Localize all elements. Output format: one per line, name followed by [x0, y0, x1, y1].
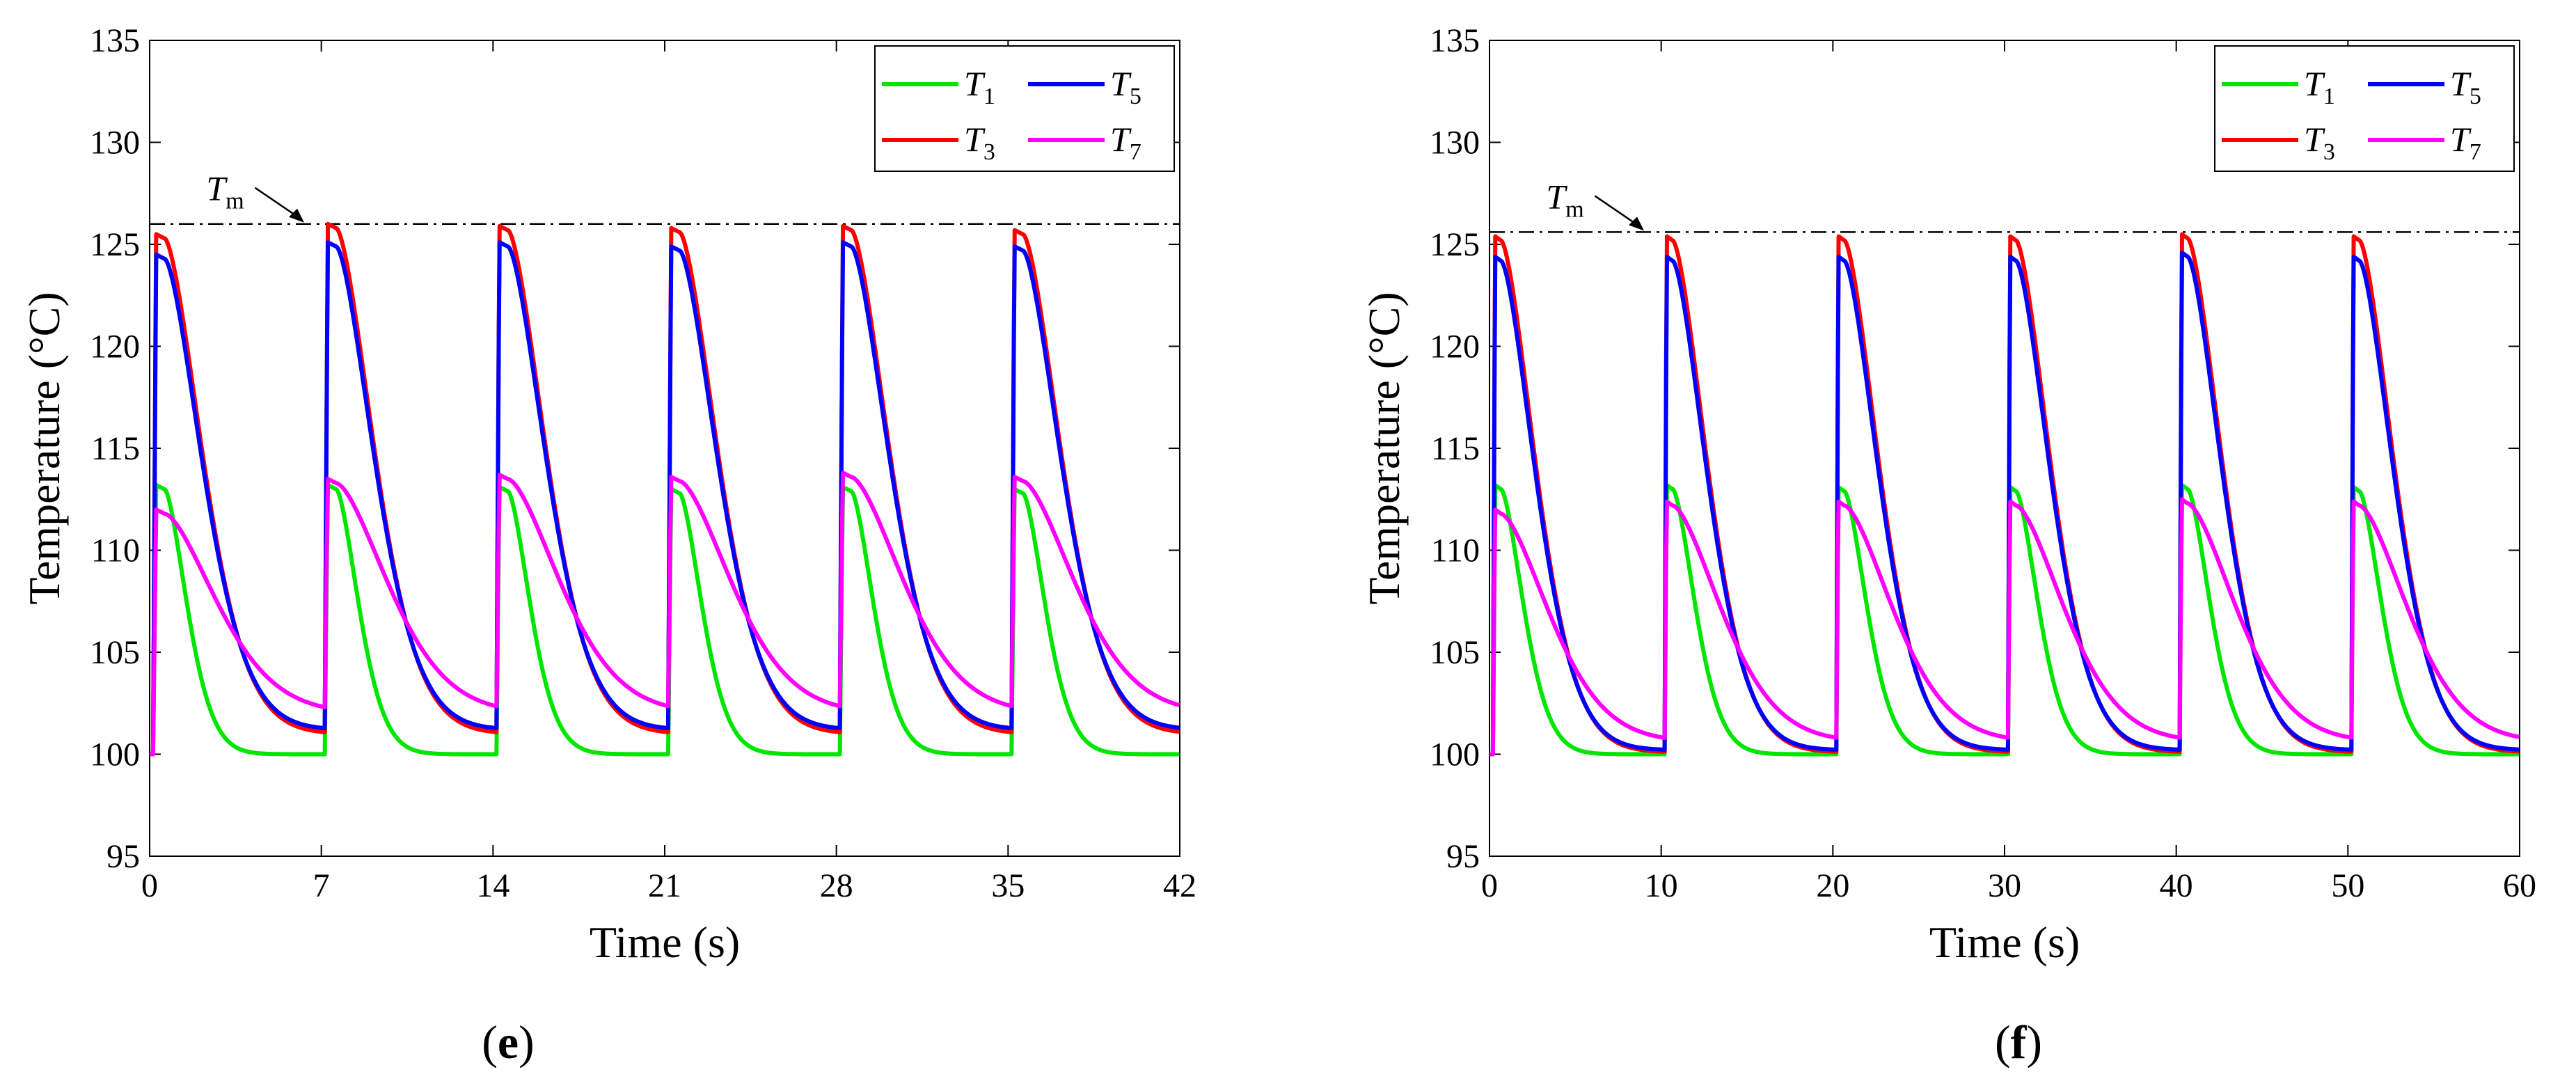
- x-axis-label: Time (s): [1929, 917, 2080, 967]
- x-tick-label: 20: [1816, 867, 1849, 904]
- x-tick-label: 7: [313, 867, 330, 904]
- series-line-t5: [150, 240, 1180, 757]
- x-axis-label: Time (s): [590, 917, 740, 967]
- y-tick-label: 125: [90, 226, 140, 263]
- y-tick-label: 110: [91, 533, 140, 569]
- y-tick-label: 130: [90, 125, 140, 161]
- series-line-t3: [1490, 232, 2520, 757]
- chart-panel-e: 95 100 105 110 115 120 125 130 135 0 7 14 21 28 35 42 Ti…: [19, 22, 1196, 1069]
- x-tick-label: 21: [648, 867, 681, 904]
- legend-label-t3: T3: [964, 120, 995, 165]
- y-tick-label: 125: [1430, 226, 1480, 263]
- series-line-t3: [150, 221, 1180, 757]
- reference-line-label: Tm: [206, 169, 244, 214]
- y-tick-label: 120: [1430, 329, 1480, 365]
- panel-label: (f): [1995, 1016, 2042, 1069]
- y-tick-label: 115: [1431, 430, 1480, 467]
- reference-arrow: [1594, 195, 1641, 228]
- legend: T1 T5 T3 T7: [874, 45, 1175, 172]
- y-tick-label: 110: [1431, 533, 1480, 569]
- y-tick-label: 100: [1430, 736, 1480, 773]
- series-group: [150, 221, 1180, 757]
- reference-arrow-head: [289, 208, 304, 223]
- x-tick-label: 28: [820, 867, 853, 904]
- x-tick-label: 0: [1481, 867, 1498, 904]
- y-tick-label: 135: [1430, 22, 1480, 59]
- legend-label-t7: T7: [1110, 120, 1141, 165]
- chart-panel-f: 95 100 105 110 115 120 125 130 135 0 10 20 30 40 50 60 T…: [1359, 22, 2536, 1069]
- x-tick-label: 10: [1645, 867, 1678, 904]
- legend-label-t1: T1: [964, 64, 995, 109]
- series-line-t1: [1490, 483, 2520, 757]
- legend-box: [2214, 45, 2515, 172]
- y-axis-label: Temperature (°C): [1359, 292, 1409, 604]
- series-line-t1: [150, 482, 1180, 757]
- y-tick-label: 115: [91, 430, 140, 467]
- legend-label-t5: T5: [1110, 64, 1141, 109]
- series-line-t5: [1490, 251, 2520, 757]
- y-tick-label: 95: [106, 838, 140, 875]
- series-line-t7: [150, 471, 1180, 757]
- legend: T1 T5 T3 T7: [2214, 45, 2515, 172]
- x-tick-label: 50: [2331, 867, 2364, 904]
- panel-label-letter: e: [498, 1016, 519, 1069]
- x-tick-label: 35: [991, 867, 1025, 904]
- legend-label-t5: T5: [2450, 64, 2481, 109]
- legend-box: [874, 45, 1175, 172]
- y-tick-label: 120: [90, 329, 140, 365]
- legend-label-t3: T3: [2304, 120, 2335, 165]
- x-tick-label: 30: [1988, 867, 2021, 904]
- y-tick-label: 105: [90, 634, 140, 671]
- x-tick-label: 0: [141, 867, 158, 904]
- legend-label-t1: T1: [2304, 64, 2335, 109]
- reference-line-label: Tm: [1546, 177, 1583, 222]
- reference-arrow: [254, 187, 301, 219]
- y-tick-label: 130: [1430, 125, 1480, 161]
- panel-label-letter: f: [2011, 1016, 2028, 1069]
- y-tick-label: 95: [1446, 838, 1480, 875]
- panel-label: (e): [482, 1016, 535, 1069]
- series-line-t7: [1490, 497, 2520, 757]
- y-axis-label: Temperature (°C): [19, 292, 69, 604]
- y-tick-label: 105: [1430, 634, 1480, 671]
- y-tick-label: 100: [90, 736, 140, 773]
- x-tick-label: 42: [1163, 867, 1196, 904]
- x-tick-label: 60: [2503, 867, 2536, 904]
- series-group: [1490, 232, 2520, 757]
- x-tick-label: 14: [476, 867, 509, 904]
- legend-label-t7: T7: [2450, 120, 2481, 165]
- y-tick-label: 135: [90, 22, 140, 59]
- reference-arrow-head: [1629, 216, 1644, 231]
- x-tick-label: 40: [2160, 867, 2193, 904]
